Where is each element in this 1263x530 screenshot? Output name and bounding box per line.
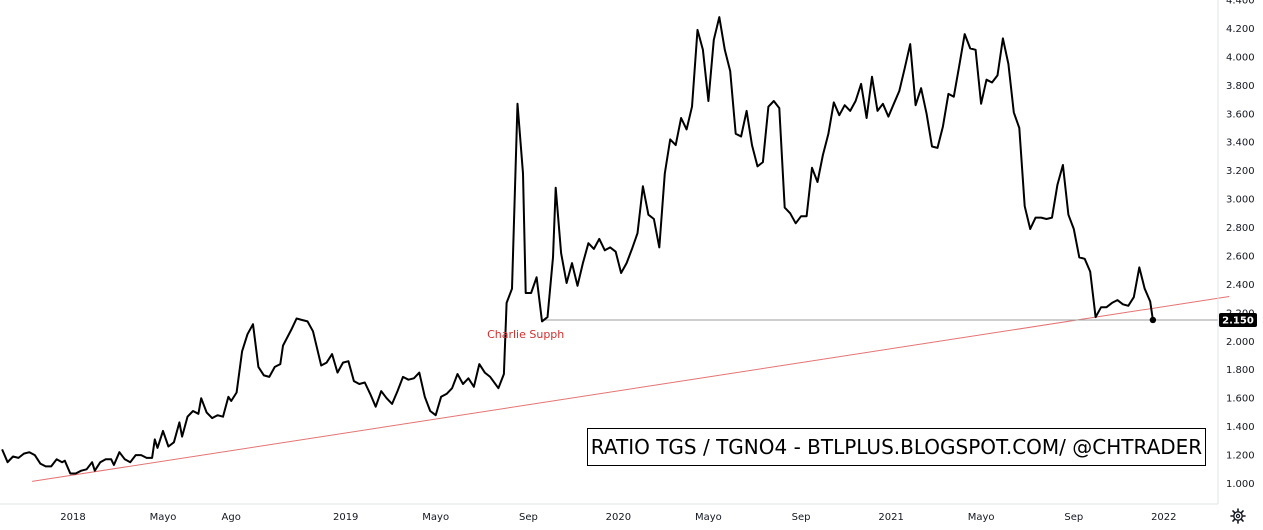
x-tick-label: 2021	[878, 512, 903, 523]
gear-icon-graphic	[1230, 508, 1246, 524]
y-tick-label: 3.000	[1226, 195, 1255, 206]
gear-icon[interactable]	[1227, 506, 1249, 526]
x-tick-label: 2022	[1151, 512, 1176, 523]
last-price-tag-label: 2.150	[1222, 315, 1254, 326]
last-price-tag: 2.150	[1219, 312, 1257, 327]
x-tick-label: 2018	[60, 512, 85, 523]
y-tick-label: 2.800	[1226, 223, 1255, 234]
x-tick-label: Sep	[792, 512, 811, 523]
y-tick-label: 3.600	[1226, 109, 1255, 120]
trendline-layer	[32, 296, 1230, 482]
x-tick-label: Ago	[222, 512, 241, 523]
x-tick-label: Mayo	[695, 512, 722, 523]
last-point-marker	[1149, 316, 1157, 324]
last-price-tag-box	[1219, 312, 1257, 327]
y-tick-label: 3.200	[1226, 166, 1255, 177]
y-tick-label: 1.000	[1226, 479, 1255, 490]
annotation-label: Charlie Supph	[487, 328, 564, 341]
y-tick-label: 4.000	[1226, 52, 1255, 63]
y-tick-label: 1.400	[1226, 422, 1255, 433]
x-tick-label: Sep	[519, 512, 538, 523]
y-tick-label: 4.200	[1226, 24, 1255, 35]
time-axis[interactable]: 2018 Mayo Ago 2019 Mayo Sep 2020 Mayo Sep 2021 May…	[60, 512, 1176, 523]
annotation-layer: Charlie Supph	[487, 328, 564, 341]
x-tick-label: Mayo	[150, 512, 177, 523]
y-tick-label: 3.400	[1226, 138, 1255, 149]
y-tick-label: 3.800	[1226, 81, 1255, 92]
y-tick-label: 1.600	[1226, 394, 1255, 405]
y-tick-label: 2.600	[1226, 251, 1255, 262]
x-tick-label: Sep	[1064, 512, 1083, 523]
y-tick-label: 1.800	[1226, 365, 1255, 376]
series-layer	[1, 16, 1157, 475]
price-axis[interactable]: 1.0001.2001.4001.6001.8002.0002.2002.400…	[1226, 0, 1255, 490]
y-tick-label: 2.000	[1226, 337, 1255, 348]
y-tick-label: 1.200	[1226, 451, 1255, 462]
x-tick-label: 2020	[606, 512, 631, 523]
x-tick-label: 2019	[333, 512, 358, 523]
x-tick-label: Mayo	[968, 512, 995, 523]
chart-title: RATIO TGS / TGNO4 - BTLPLUS.BLOGSPOT.COM…	[587, 428, 1206, 466]
trendline[interactable]	[32, 296, 1230, 482]
y-tick-label: 4.400	[1226, 0, 1255, 7]
x-tick-label: Mayo	[422, 512, 449, 523]
series-line[interactable]	[1, 16, 1154, 475]
y-tick-label: 2.400	[1226, 280, 1255, 291]
